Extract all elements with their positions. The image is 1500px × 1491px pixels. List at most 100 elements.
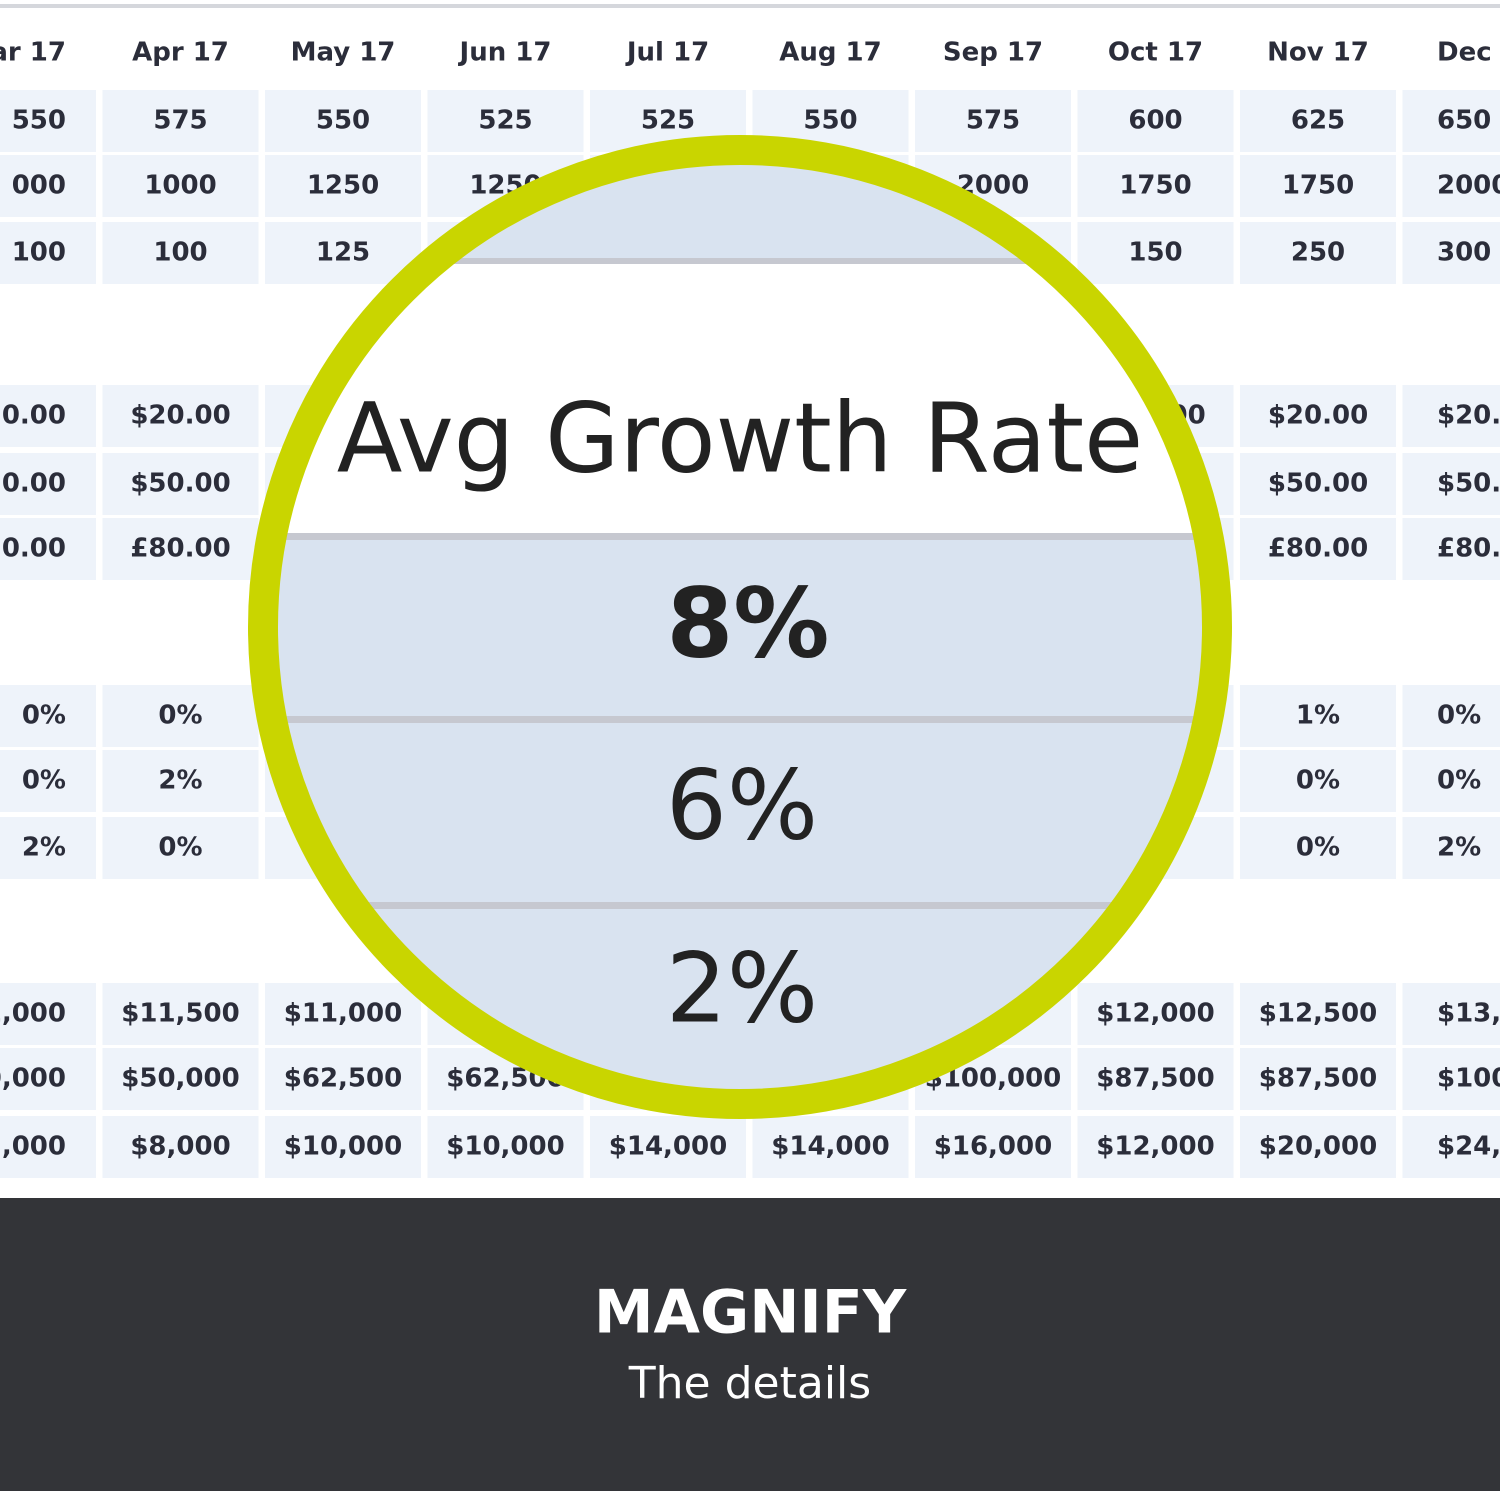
cell-value: $20,000 — [1259, 1132, 1377, 1162]
cell-value: 0% — [1296, 833, 1340, 863]
table-cell — [1077, 155, 1234, 217]
table-cell — [265, 983, 421, 1045]
table-cell — [102, 155, 259, 217]
column-header: Aug 17 — [779, 38, 881, 68]
table-cell — [0, 750, 96, 812]
cell-value: $10,000 — [284, 1132, 402, 1162]
cell-value: 0% — [22, 766, 66, 796]
lens-value: 2% — [666, 932, 818, 1044]
footer-subtitle: The details — [628, 1358, 871, 1409]
cell-value: 1250 — [307, 171, 379, 201]
cell-value: 550 — [316, 106, 370, 136]
cell-value: 0.00 — [2, 469, 66, 499]
cell-value: 300 — [1437, 238, 1491, 268]
cell-value: 2% — [1437, 833, 1481, 863]
table-cell — [0, 817, 96, 879]
cell-value: $11,500 — [121, 999, 239, 1029]
table-cell — [102, 90, 259, 152]
table-cell — [0, 90, 96, 152]
table-cell — [1240, 983, 1396, 1045]
table-cell — [1240, 155, 1396, 217]
table-cell — [1240, 817, 1396, 879]
cell-value: $20.00 — [130, 401, 230, 431]
cell-value: ,000 — [2, 1132, 66, 1162]
cell-value: 1750 — [1119, 171, 1191, 201]
column-header: Jul 17 — [625, 38, 709, 68]
column-header: Nov 17 — [1267, 38, 1369, 68]
cell-value: 000 — [12, 171, 66, 201]
table-cell — [752, 1116, 909, 1178]
lens-separator — [264, 902, 1216, 909]
cell-value: 650 — [1437, 106, 1491, 136]
table-cell — [1240, 385, 1396, 447]
cell-value: 0% — [158, 701, 202, 731]
table-cell — [1077, 1116, 1234, 1178]
table-cell — [1402, 453, 1500, 515]
table-cell — [1402, 90, 1500, 152]
table-cell — [1240, 453, 1396, 515]
cell-value: $24,0 — [1437, 1132, 1500, 1162]
cell-value: $50,000 — [121, 1064, 239, 1094]
lens-separator — [264, 716, 1216, 723]
cell-value: $12,500 — [1259, 999, 1377, 1029]
table-cell — [1240, 685, 1396, 747]
cell-value: $100,0 — [1437, 1064, 1500, 1094]
table-cell — [102, 685, 259, 747]
lens-value: 6% — [666, 749, 818, 861]
cell-value: 1750 — [1282, 171, 1354, 201]
table-cell — [1402, 750, 1500, 812]
cell-value: $20.0 — [1437, 401, 1500, 431]
column-header: ar 17 — [0, 38, 66, 68]
table-cell — [265, 222, 421, 284]
table-cell — [1402, 1048, 1500, 1110]
lens-separator — [264, 258, 1216, 264]
column-header: Sep 17 — [943, 38, 1043, 68]
lens-separator — [264, 533, 1216, 540]
table-cell — [1077, 90, 1234, 152]
table-cell — [102, 1048, 259, 1110]
table-cell — [1240, 222, 1396, 284]
cell-value: $50.00 — [130, 469, 230, 499]
cell-value: 0.00 — [2, 401, 66, 431]
column-header: Oct 17 — [1108, 38, 1203, 68]
table-cell — [1240, 518, 1396, 580]
cell-value: 550 — [12, 106, 66, 136]
table-cell — [1077, 222, 1234, 284]
table-cell — [0, 385, 96, 447]
table-cell — [1402, 155, 1500, 217]
table-cell — [915, 90, 1071, 152]
cell-value: $50.0 — [1437, 469, 1500, 499]
cell-value: 2% — [22, 833, 66, 863]
cell-value: £80.00 — [130, 534, 230, 564]
table-cell — [1077, 1048, 1234, 1110]
cell-value: 600 — [1128, 106, 1182, 136]
cell-value: £80.00 — [1268, 534, 1368, 564]
cell-value: $87,500 — [1096, 1064, 1214, 1094]
table-cell — [1402, 817, 1500, 879]
table-cell — [102, 750, 259, 812]
cell-value: 0% — [1296, 766, 1340, 796]
lens-value: 8% — [667, 567, 830, 679]
cell-value: 2000 — [1437, 171, 1500, 201]
table-cell — [1240, 750, 1396, 812]
cell-value: $8,000 — [130, 1132, 230, 1162]
table-cell — [1402, 685, 1500, 747]
table-cell — [102, 453, 259, 515]
cell-value: 1% — [1296, 701, 1340, 731]
table-cell — [1240, 90, 1396, 152]
table-cell — [0, 1048, 96, 1110]
cell-value: 575 — [153, 106, 207, 136]
cell-value: 0% — [1437, 701, 1481, 731]
table-cell — [1077, 983, 1234, 1045]
cell-value: 525 — [641, 106, 695, 136]
table-cell — [0, 453, 96, 515]
column-header: Jun 17 — [458, 38, 552, 68]
table-cell — [427, 90, 584, 152]
cell-value: 0% — [1437, 766, 1481, 796]
table-cell — [102, 983, 259, 1045]
cell-value: 0% — [158, 833, 202, 863]
lens-ring — [248, 135, 1232, 1119]
cell-value: 150 — [1128, 238, 1182, 268]
